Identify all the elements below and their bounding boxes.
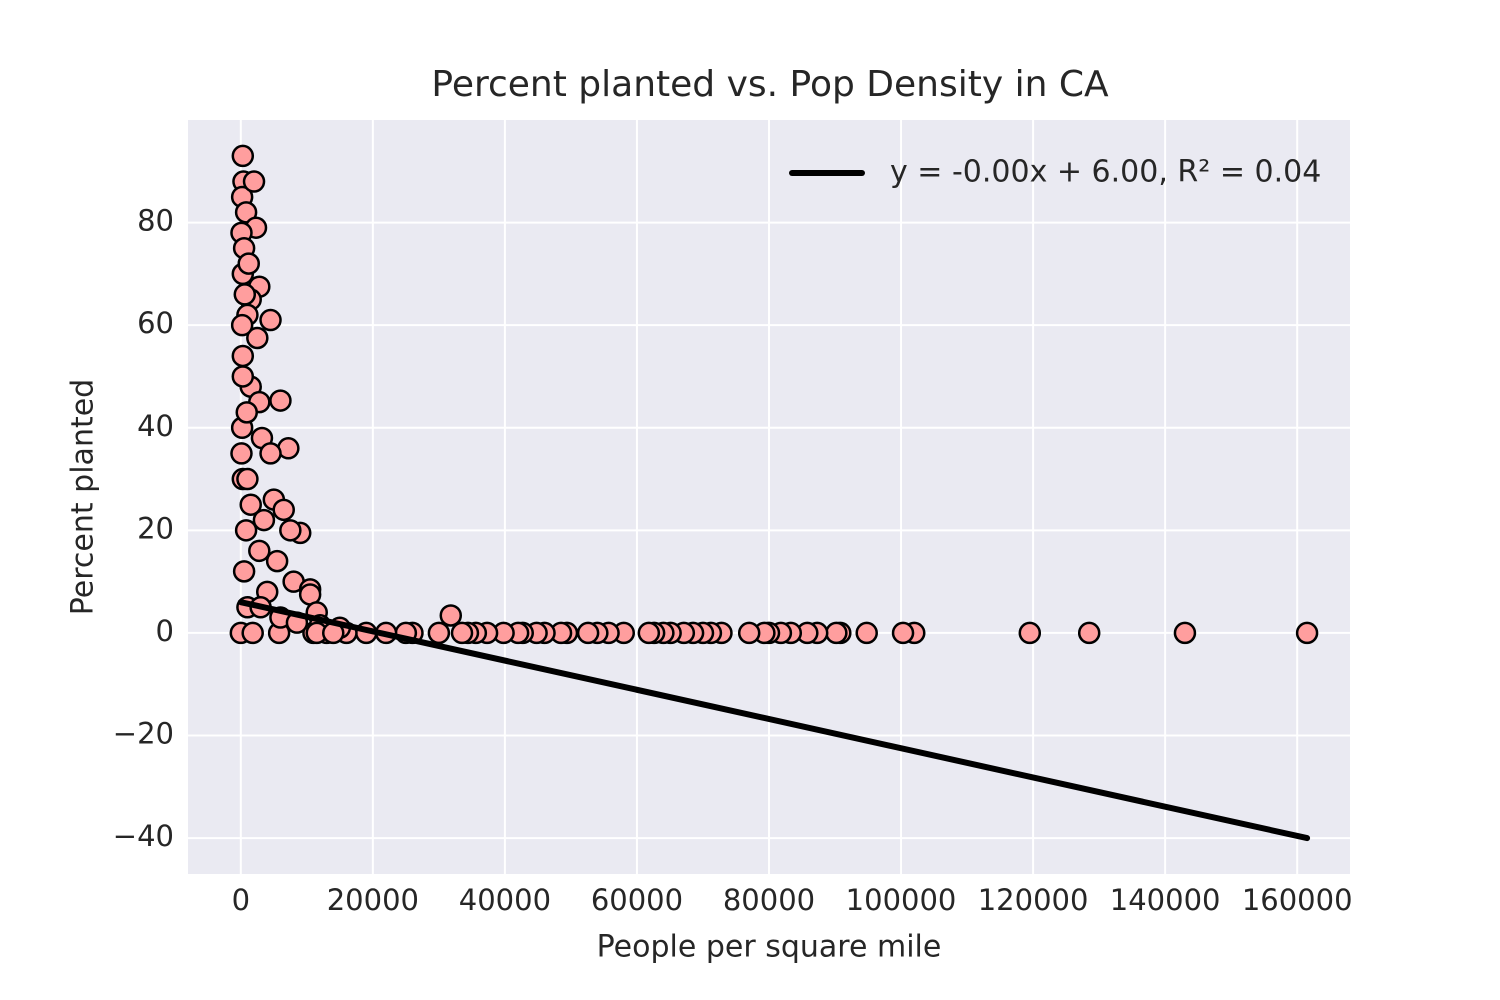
scatter-point	[891, 621, 915, 645]
scatter-point	[234, 201, 258, 224]
scatter-point	[269, 389, 292, 412]
scatter-point	[1295, 621, 1319, 645]
y-tick-label: 40	[137, 409, 174, 443]
scatter-point	[825, 621, 848, 645]
x-tick-label: 40000	[459, 883, 551, 917]
scatter-point	[230, 313, 254, 337]
scatter-point	[272, 498, 295, 522]
scatter-point	[246, 326, 269, 350]
y-tick-label: 60	[137, 306, 174, 340]
scatter-point	[248, 539, 271, 563]
scatter-point	[439, 604, 463, 627]
scatter-point	[233, 283, 257, 306]
scatter-point	[1018, 621, 1042, 645]
scatter-point	[234, 519, 258, 542]
x-tick-label: 0	[232, 883, 250, 917]
x-tick-label: 80000	[723, 883, 815, 917]
scatter-point	[239, 493, 262, 516]
x-tick-label: 60000	[591, 883, 683, 917]
scatter-point	[737, 621, 761, 645]
x-tick-label: 160000	[1242, 883, 1353, 917]
scatter-point	[232, 560, 256, 583]
scatter-point	[231, 365, 255, 388]
y-tick-label: 80	[137, 204, 174, 238]
scatter-point	[576, 621, 600, 645]
scatter-point	[427, 621, 451, 645]
scatter-point	[265, 549, 289, 573]
x-tick-label: 100000	[846, 883, 957, 917]
scatter-point	[279, 519, 302, 542]
scatter-point	[230, 442, 253, 465]
scatter-point	[231, 144, 255, 168]
scatter-point	[241, 621, 264, 645]
scatter-point	[1077, 621, 1101, 645]
scatter-point	[231, 344, 255, 368]
chart-title: Percent planted vs. Pop Density in CA	[431, 64, 1109, 105]
scatter-point	[252, 508, 276, 532]
x-tick-label: 140000	[1110, 883, 1221, 917]
y-tick-label: −20	[113, 717, 174, 751]
x-tick-label: 120000	[978, 883, 1089, 917]
regression-line	[237, 599, 1311, 842]
scatter-point	[1173, 621, 1197, 645]
y-tick-label: −40	[113, 819, 174, 853]
scatter-point	[637, 621, 661, 645]
y-axis-label: Percent planted	[66, 379, 101, 615]
x-axis-label: People per square mile	[597, 930, 942, 965]
scatter-point	[855, 621, 878, 645]
scatter-point	[242, 170, 266, 193]
y-tick-label: 0	[156, 614, 174, 648]
legend-label: y = -0.00x + 6.00, R² = 0.04	[890, 155, 1321, 190]
scatter-point	[235, 401, 259, 424]
scatter-point	[236, 467, 259, 491]
plot-marks	[229, 144, 1319, 842]
y-tick-label: 20	[137, 511, 174, 545]
scatter-point	[450, 621, 474, 645]
scatter-point	[259, 308, 282, 332]
scatter-point	[237, 252, 260, 275]
scatter-point	[259, 442, 282, 465]
x-tick-label: 20000	[327, 883, 419, 917]
